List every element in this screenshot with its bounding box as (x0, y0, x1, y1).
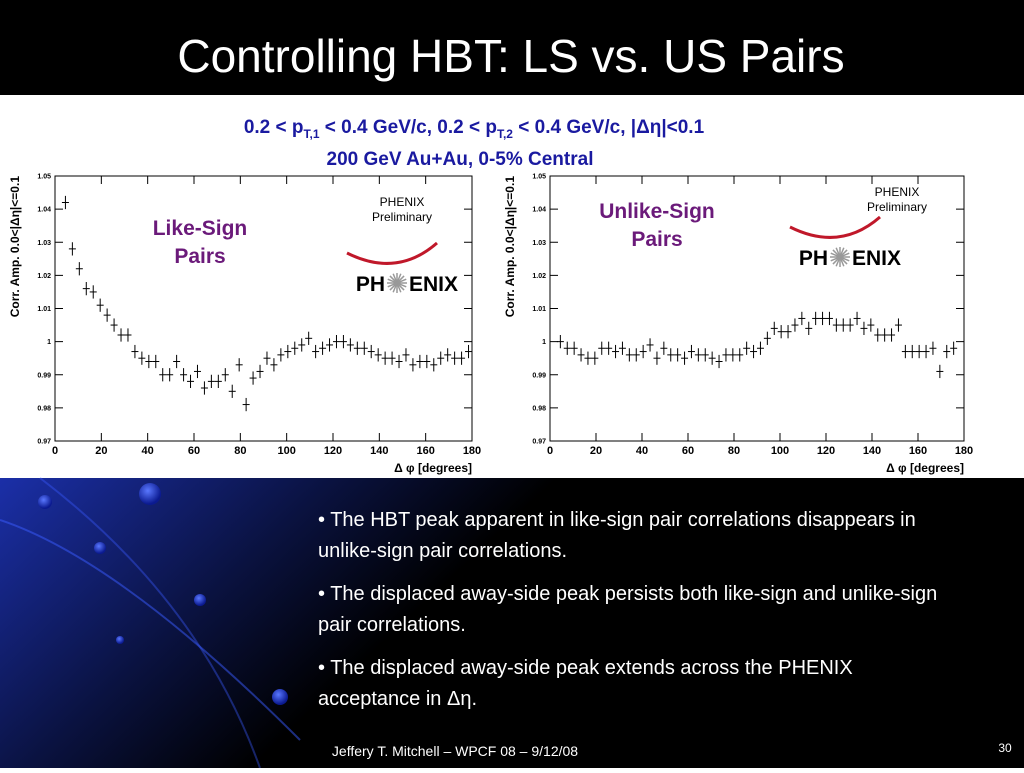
y-tick-label: 1.04 (37, 207, 51, 214)
panel-label: Unlike-Sign (599, 200, 715, 223)
logo-right: ENIX (852, 247, 901, 270)
x-tick-label: 140 (370, 445, 388, 457)
logo-swoosh (346, 241, 438, 265)
y-tick-label: 1.03 (37, 240, 51, 247)
y-tick-label: 0.98 (37, 405, 51, 412)
logo-star (830, 252, 850, 262)
logo-left: PH (356, 273, 385, 296)
y-tick-label: 1.03 (532, 240, 546, 247)
y-tick-label: 0.97 (532, 439, 546, 446)
x-tick-label: 80 (728, 445, 740, 457)
y-tick-label: 1.01 (37, 306, 51, 313)
y-tick-label: 0.99 (532, 372, 546, 379)
x-tick-label: 0 (52, 445, 58, 457)
x-tick-label: 60 (188, 445, 200, 457)
y-axis-label: Corr. Amp. 0.0<|Δη|<=0.1 (503, 176, 517, 318)
preliminary-label: Preliminary (867, 200, 927, 214)
header-line1: 0.2 < pT,1 < 0.4 GeV/c, 0.2 < pT,2 < 0.4… (244, 117, 705, 141)
bullet: • The HBT peak apparent in like-sign pai… (318, 509, 916, 562)
logo-swoosh (789, 215, 881, 239)
preliminary-label: PHENIX (875, 185, 920, 199)
x-tick-label: 100 (771, 445, 789, 457)
y-tick-label: 0.98 (532, 405, 546, 412)
preliminary-label: PHENIX (380, 195, 425, 209)
x-tick-label: 40 (636, 445, 648, 457)
x-axis-label: Δ φ [degrees] (394, 461, 472, 475)
y-tick-label: 1.01 (532, 306, 546, 313)
x-tick-label: 140 (863, 445, 881, 457)
y-axis-label: Corr. Amp. 0.0<|Δη|<=0.1 (8, 176, 22, 318)
y-tick-label: 1.05 (37, 174, 51, 181)
x-tick-label: 20 (95, 445, 107, 457)
header-text: 0.2 < p (244, 117, 304, 138)
page-number: 30 (998, 741, 1012, 755)
x-tick-label: 160 (909, 445, 927, 457)
x-tick-label: 120 (817, 445, 835, 457)
x-tick-label: 120 (324, 445, 342, 457)
x-tick-label: 160 (416, 445, 434, 457)
logo-star (387, 278, 407, 288)
figure-area (0, 95, 1024, 478)
panel-label: Like-Sign (153, 217, 248, 240)
y-tick-label: 1.02 (37, 273, 51, 280)
y-tick-label: 0.97 (37, 439, 51, 446)
x-tick-label: 20 (590, 445, 602, 457)
y-tick-label: 1.05 (532, 174, 546, 181)
panel-label: Pairs (631, 228, 682, 251)
y-tick-label: 0.99 (37, 372, 51, 379)
x-axis-label: Δ φ [degrees] (886, 461, 964, 475)
subscript: T,2 (497, 127, 513, 141)
bullet-list: • The HBT peak apparent in like-sign pai… (318, 505, 958, 727)
x-tick-label: 100 (277, 445, 295, 457)
y-tick-label: 1.04 (532, 207, 546, 214)
y-tick-label: 1 (47, 339, 51, 346)
y-tick-label: 1 (542, 339, 546, 346)
x-tick-label: 80 (234, 445, 246, 457)
decor (0, 477, 301, 769)
x-tick-label: 40 (142, 445, 154, 457)
x-tick-label: 180 (463, 445, 481, 457)
header-text: < 0.4 GeV/c, |Δη|<0.1 (513, 117, 705, 138)
title-bar (0, 0, 1024, 95)
bullet: • The displaced away-side peak persists … (318, 583, 938, 636)
title: Controlling HBT: LS vs. US Pairs (177, 30, 844, 82)
title-shadow: Controlling HBT: LS vs. US Pairs (180, 33, 847, 85)
header-line2: 200 GeV Au+Au, 0-5% Central (327, 149, 594, 170)
x-tick-label: 60 (682, 445, 694, 457)
panel-label: Pairs (174, 245, 225, 268)
y-tick-label: 1.02 (532, 273, 546, 280)
x-tick-label: 0 (547, 445, 553, 457)
footer: Jeffery T. Mitchell – WPCF 08 – 9/12/08 (332, 743, 578, 759)
logo-left: PH (799, 247, 828, 270)
subscript: T,1 (304, 127, 320, 141)
header-text: < 0.4 GeV/c, 0.2 < p (320, 117, 497, 138)
preliminary-label: Preliminary (372, 210, 432, 224)
bullet: • The displaced away-side peak extends a… (318, 657, 853, 710)
logo-right: ENIX (409, 273, 458, 296)
x-tick-label: 180 (955, 445, 973, 457)
